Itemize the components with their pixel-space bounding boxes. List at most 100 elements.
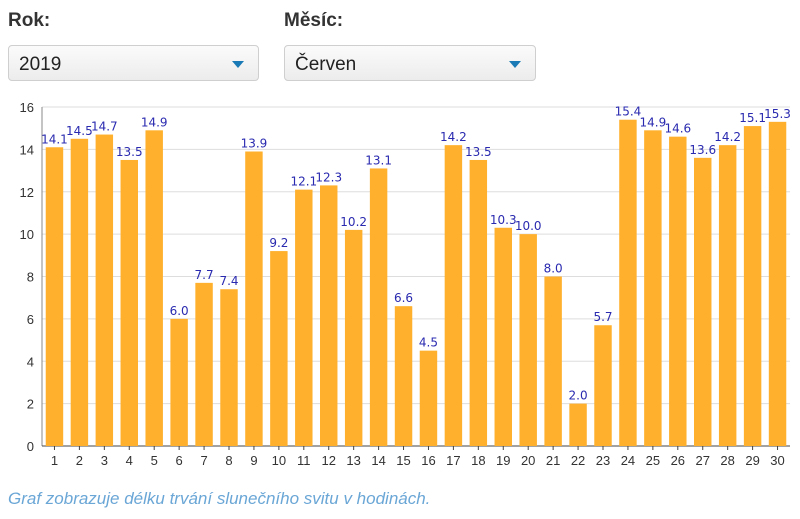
bar (544, 276, 562, 446)
sunshine-bar-chart: 024681012141614.1114.5214.7313.5414.956.… (20, 100, 791, 468)
x-tick-label: 2 (76, 453, 83, 468)
bar (694, 157, 712, 446)
x-tick-label: 4 (126, 453, 133, 468)
data-label: 6.6 (394, 291, 413, 305)
bar (669, 136, 687, 446)
x-tick-label: 15 (396, 453, 410, 468)
bar (644, 130, 662, 446)
bar (195, 282, 213, 446)
bar (718, 145, 737, 446)
bar (95, 134, 114, 446)
x-tick-label: 21 (546, 453, 560, 468)
data-label: 13.6 (689, 143, 716, 157)
data-label: 2.0 (569, 389, 588, 403)
y-tick-label: 14 (20, 142, 34, 157)
bar (245, 151, 263, 446)
data-label: 14.5 (66, 124, 93, 138)
x-tick-label: 25 (646, 453, 660, 468)
bar (394, 306, 413, 446)
data-label: 7.4 (219, 274, 238, 288)
data-label: 14.9 (141, 115, 168, 129)
x-tick-label: 20 (521, 453, 535, 468)
x-tick-label: 9 (250, 453, 257, 468)
data-label: 9.2 (269, 236, 288, 250)
y-tick-label: 10 (20, 227, 34, 242)
y-tick-label: 2 (27, 397, 34, 412)
data-label: 7.7 (195, 268, 214, 282)
x-tick-label: 6 (176, 453, 183, 468)
x-tick-label: 17 (446, 453, 460, 468)
data-label: 13.5 (116, 145, 143, 159)
data-label: 6.0 (170, 304, 189, 318)
x-tick-label: 23 (596, 453, 610, 468)
bar (494, 227, 512, 446)
data-label: 10.0 (515, 219, 542, 233)
chevron-down-icon (509, 61, 521, 68)
data-label: 13.9 (241, 136, 268, 150)
x-tick-label: 10 (272, 453, 286, 468)
bar (619, 119, 637, 447)
y-tick-label: 4 (27, 354, 34, 369)
y-tick-label: 0 (27, 439, 34, 454)
bar (768, 121, 787, 447)
bar (419, 350, 438, 446)
data-label: 10.3 (490, 213, 517, 227)
x-tick-label: 28 (720, 453, 734, 468)
bar (569, 403, 587, 446)
chevron-down-icon (232, 61, 244, 68)
bar (519, 234, 537, 446)
x-tick-label: 3 (101, 453, 108, 468)
data-label: 10.2 (340, 215, 367, 229)
data-label: 14.1 (41, 132, 68, 146)
x-tick-label: 11 (297, 453, 311, 468)
x-tick-label: 29 (745, 453, 759, 468)
bar (170, 318, 188, 446)
data-label: 12.1 (290, 175, 317, 189)
data-label: 12.3 (315, 170, 342, 184)
x-tick-label: 27 (695, 453, 709, 468)
bar (70, 138, 89, 446)
chart-caption: Graf zobrazuje délku trvání slunečního s… (8, 489, 431, 508)
year-label: Rok: (8, 10, 51, 31)
data-label: 4.5 (419, 336, 438, 350)
bar (270, 251, 288, 446)
x-tick-label: 14 (371, 453, 385, 468)
bar (295, 189, 313, 446)
x-tick-label: 7 (200, 453, 207, 468)
y-tick-label: 6 (27, 312, 34, 327)
bar (743, 126, 762, 446)
bar (469, 159, 488, 446)
data-label: 14.2 (714, 130, 741, 144)
month-label: Měsíc: (284, 10, 344, 31)
x-tick-label: 22 (571, 453, 585, 468)
x-tick-label: 18 (471, 453, 485, 468)
x-tick-label: 12 (321, 453, 335, 468)
data-label: 13.5 (465, 145, 492, 159)
data-label: 14.9 (640, 115, 667, 129)
bar (220, 289, 238, 446)
month-select[interactable]: Červen (284, 45, 536, 81)
x-tick-label: 26 (671, 453, 685, 468)
month-select-value: Červen (295, 54, 357, 75)
bar (444, 145, 463, 446)
y-tick-label: 16 (20, 100, 34, 115)
x-tick-label: 13 (346, 453, 360, 468)
y-tick-label: 8 (27, 270, 34, 285)
data-label: 14.2 (440, 130, 467, 144)
year-select[interactable]: 2019 (8, 45, 259, 81)
data-label: 15.1 (739, 111, 766, 125)
bar (120, 159, 138, 446)
x-tick-label: 19 (496, 453, 510, 468)
bar (369, 168, 388, 446)
bar (594, 325, 612, 446)
year-select-value: 2019 (19, 54, 62, 75)
data-label: 14.6 (664, 122, 691, 136)
data-label: 8.0 (544, 262, 563, 276)
x-tick-label: 1 (51, 453, 58, 468)
data-label: 14.7 (91, 120, 118, 134)
data-label: 13.1 (365, 153, 392, 167)
data-label: 5.7 (593, 310, 612, 324)
x-tick-label: 5 (151, 453, 158, 468)
data-label: 15.3 (764, 107, 791, 121)
data-label: 15.4 (615, 105, 642, 119)
